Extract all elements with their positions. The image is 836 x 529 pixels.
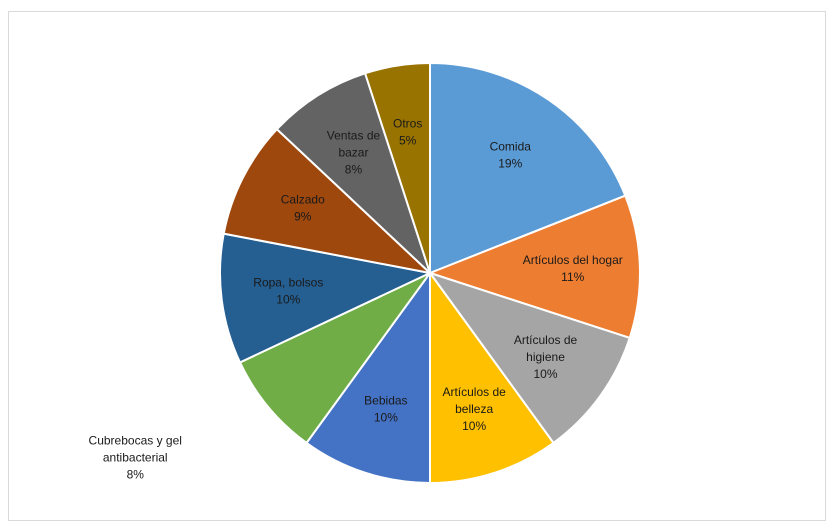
pie-label-name: Artículos del hogar [523,253,623,267]
pie-slice-3 [429,269,555,485]
pie-label-value: 19% [498,156,522,170]
pie-slice-9 [363,61,431,274]
pie-label-value: 10% [374,410,398,424]
pie-label-4: Bebidas 10% [364,393,407,424]
pie-label-name: Bebidas [364,393,407,407]
pie-label-name: bazar [338,145,368,159]
pie-label-name: Calzado [281,193,325,207]
pie-label-0: Comida 19% [490,139,532,170]
pie-label-name: Artículos de [514,333,578,347]
pie-label-name: Cubrebocas y gel [89,434,182,448]
pie-label-value: 11% [561,270,584,284]
pie-slice-2 [427,271,631,445]
pie-slice-6 [219,232,434,364]
pie-label-value: 9% [294,210,312,224]
pie-label-name: Comida [490,139,532,153]
pie-label-7: Calzado 9% [281,193,325,224]
pie-label-value: 10% [462,419,486,433]
pie-label-value: 5% [399,133,417,147]
pie-label-2: Artículos de higiene 10% [514,333,578,381]
pie-label-name: higiene [526,350,565,364]
pie-slice-5 [238,272,431,445]
chart-area: Comida 19% Artículos del hogar 11% Artículos… [8,11,826,521]
pie-label-value: 8% [345,162,363,176]
pie-label-value: 8% [127,468,145,482]
pie-labels: Comida 19%Artículos del hogar 11%Artículos… [89,116,623,481]
pie-label-9: Otros 5% [393,116,422,147]
pie-slice-1 [427,194,641,340]
pie-label-6: Ropa, bolsos 10% [253,275,323,306]
pie-label-1: Artículos del hogar 11% [523,253,623,284]
pie-label-name: belleza [455,402,493,416]
pie-label-8: Ventas de bazar 8% [327,128,381,176]
pie-chart: Comida 19%Artículos del hogar 11%Artículos… [89,61,641,485]
pie-label-name: Ventas de [327,128,381,142]
pie-slice-7 [222,127,434,275]
pie-slice-8 [275,72,431,274]
pie-slices [219,61,641,485]
pie-label-5: Cubrebocas y gel antibacterial 8% [89,434,182,482]
pie-label-3: Artículos de belleza 10% [442,385,506,433]
pie-slice-0 [429,61,627,275]
pie-label-value: 10% [534,367,558,381]
pie-slice-4 [305,269,431,485]
pie-label-value: 10% [276,292,300,306]
pie-label-name: Otros [393,116,422,130]
pie-label-name: Artículos de [442,385,506,399]
pie-label-name: antibacterial [103,451,168,465]
pie-label-name: Ropa, bolsos [253,275,323,289]
